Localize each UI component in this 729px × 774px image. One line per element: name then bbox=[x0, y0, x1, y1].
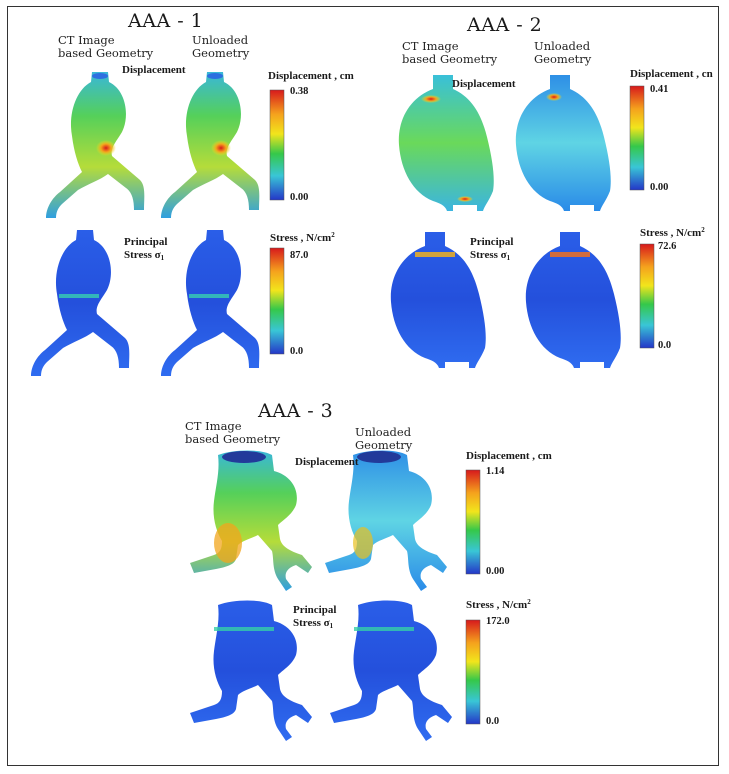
aaa1-disp-colorbar bbox=[269, 89, 285, 201]
aaa1-stress-unloaded bbox=[161, 230, 260, 376]
aaa3-stress-cb-title: Stress , N/cm2 bbox=[466, 598, 531, 611]
aaa3-stress-ct bbox=[190, 600, 312, 741]
aaa2-disp-ct bbox=[398, 75, 494, 211]
aaa2-stress-unloaded bbox=[525, 232, 621, 368]
aaa1-row1-label: Displacement bbox=[122, 64, 186, 76]
aaa2-stress-cb-title: Stress , N/cm2 bbox=[640, 226, 705, 239]
aaa1-stress-cb-title: Stress , N/cm2 bbox=[270, 231, 335, 244]
aaa3-stress-unloaded bbox=[330, 600, 452, 741]
aaa2-row2-label: Principal Stress σ1 bbox=[470, 236, 514, 262]
aaa2-stress-colorbar bbox=[639, 243, 655, 349]
aaa2-row1-label: Displacement bbox=[452, 78, 516, 90]
aaa1-disp-cb-max: 0.38 bbox=[290, 86, 309, 97]
aaa3-disp-ct bbox=[190, 450, 312, 591]
aaa3-disp-cb-title: Displacement , cm bbox=[466, 450, 552, 462]
aaa1-title: AAA - 1 bbox=[128, 10, 204, 32]
aaa1-row2-label: Principal Stress σ1 bbox=[124, 236, 168, 262]
aaa2-stress-cb-min: 0.0 bbox=[658, 340, 672, 351]
aaa2-disp-unloaded bbox=[515, 75, 611, 211]
aaa2-title: AAA - 2 bbox=[467, 14, 543, 36]
aaa3-row2-label: Principal Stress σ1 bbox=[293, 604, 337, 630]
aaa2-col2-label: Unloaded Geometry bbox=[534, 39, 592, 66]
aaa2-disp-colorbar bbox=[629, 85, 645, 191]
aaa2-disp-cb-max: 0.41 bbox=[650, 84, 669, 95]
aaa2-col1-label: CT Image based Geometry bbox=[402, 39, 498, 66]
aaa3-disp-colorbar bbox=[465, 469, 481, 575]
aaa2-stress-cb-max: 72.6 bbox=[658, 241, 677, 252]
aaa3-disp-unloaded bbox=[325, 450, 447, 591]
aaa3-disp-cb-max: 1.14 bbox=[486, 466, 505, 477]
aaa1-stress-cb-min: 0.0 bbox=[290, 346, 304, 357]
aaa1-stress-cb-max: 87.0 bbox=[290, 250, 309, 261]
aaa1-disp-cb-min: 0.00 bbox=[290, 192, 309, 203]
aaa3-col1-label: CT Image based Geometry bbox=[185, 419, 281, 446]
aaa3-title: AAA - 3 bbox=[258, 400, 334, 422]
aaa1-stress-colorbar bbox=[269, 247, 285, 355]
aaa3-disp-cb-min: 0.00 bbox=[486, 566, 505, 577]
aaa3-col2-label: Unloaded Geometry bbox=[355, 425, 413, 452]
aaa2-disp-cb-min: 0.00 bbox=[650, 182, 669, 193]
aaa1-col2-label: Unloaded Geometry bbox=[192, 33, 250, 60]
aaa1-disp-unloaded bbox=[161, 72, 260, 218]
aaa1-disp-cb-title: Displacement , cm bbox=[268, 70, 354, 82]
aaa1-stress-ct bbox=[31, 230, 130, 376]
aaa3-stress-cb-min: 0.0 bbox=[486, 716, 500, 727]
aaa1-disp-ct bbox=[46, 72, 145, 218]
figure-frame bbox=[7, 6, 719, 766]
aaa3-row1-label: Displacement bbox=[295, 456, 359, 468]
aaa1-col1-label: CT Image based Geometry bbox=[58, 33, 154, 60]
aaa3-stress-colorbar bbox=[465, 619, 481, 725]
aaa2-stress-ct bbox=[390, 232, 486, 368]
aaa3-stress-cb-max: 172.0 bbox=[486, 616, 510, 627]
aaa2-disp-cb-title: Displacement , cn bbox=[630, 68, 713, 80]
